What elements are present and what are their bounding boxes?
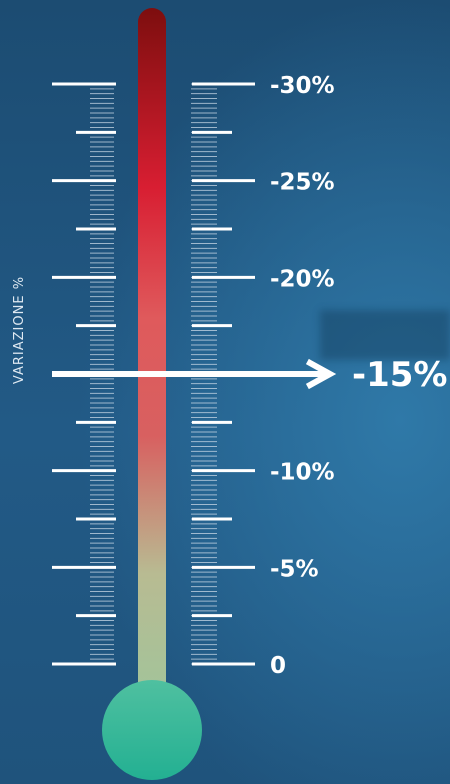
tick-label: -25%	[270, 170, 335, 196]
tick-label: -20%	[270, 266, 335, 292]
tick-label: 0	[270, 653, 286, 679]
y-axis-label: VARIAZIONE %	[12, 276, 27, 384]
major-ticks	[52, 82, 255, 666]
minor-ticks	[90, 83, 217, 665]
marker-arrow-head	[305, 358, 337, 390]
tick-labels: -30% -25% -20% -10% -5% 0	[270, 73, 335, 679]
marker-glow	[320, 310, 450, 360]
thermometer-tube	[138, 8, 166, 698]
tick-label: -5%	[270, 556, 319, 582]
thermometer-bulb	[102, 680, 202, 780]
marker-group: -15%	[52, 310, 450, 395]
tick-label: -10%	[270, 460, 335, 486]
tick-label: -30%	[270, 73, 335, 99]
marker-value-label: -15%	[352, 355, 448, 395]
